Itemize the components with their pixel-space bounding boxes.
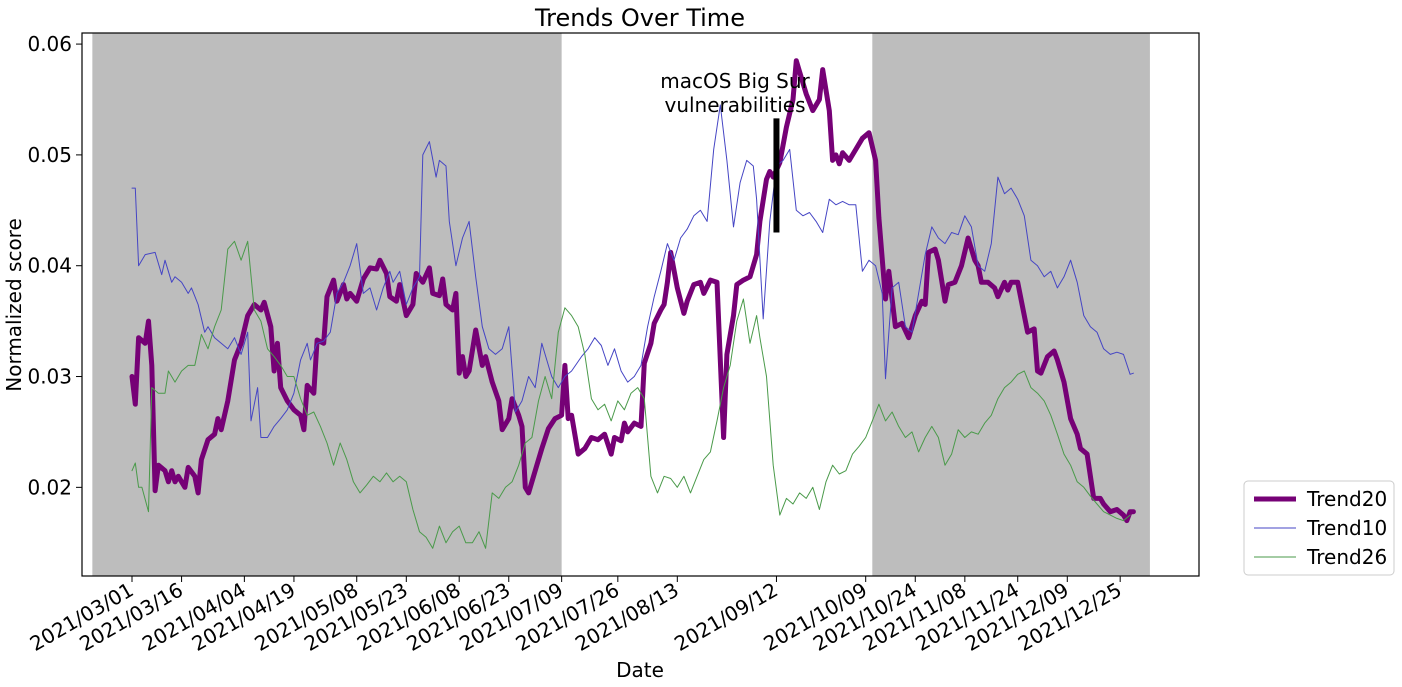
x-axis-ticks: 2021/03/012021/03/162021/04/042021/04/19…: [26, 576, 1126, 656]
legend-box: [1243, 480, 1395, 576]
series-lines: [129, 58, 1136, 549]
chart-title: Trends Over Time: [534, 4, 745, 32]
y-tick-label: 0.02: [27, 475, 72, 499]
annotation-text: vulnerabilities: [664, 93, 805, 117]
x-axis-label: Date: [616, 658, 664, 682]
shaded-regions: [92, 33, 1150, 576]
y-tick-label: 0.04: [27, 254, 72, 278]
legend-label-trend26: Trend26: [1306, 545, 1387, 569]
series-line-trend26: [131, 240, 1131, 549]
y-tick-label: 0.03: [27, 365, 72, 389]
legend-label-trend20: Trend20: [1306, 487, 1387, 511]
plot-frame: [81, 32, 1200, 577]
y-axis-ticks: 0.02 0.03 0.04 0.05 0.06: [27, 32, 82, 499]
series-line-trend20: [129, 58, 1136, 524]
legend: Trend20 Trend10 Trend26: [1243, 480, 1395, 576]
shaded-region-1: [872, 33, 1150, 576]
y-tick-label: 0.05: [27, 143, 72, 167]
annotation-text: macOS Big Sur: [660, 69, 810, 93]
y-tick-label: 0.06: [27, 32, 72, 56]
y-axis-label: Normalized score: [2, 218, 26, 392]
series-line-trend10: [131, 104, 1134, 438]
legend-label-trend10: Trend10: [1306, 516, 1387, 540]
